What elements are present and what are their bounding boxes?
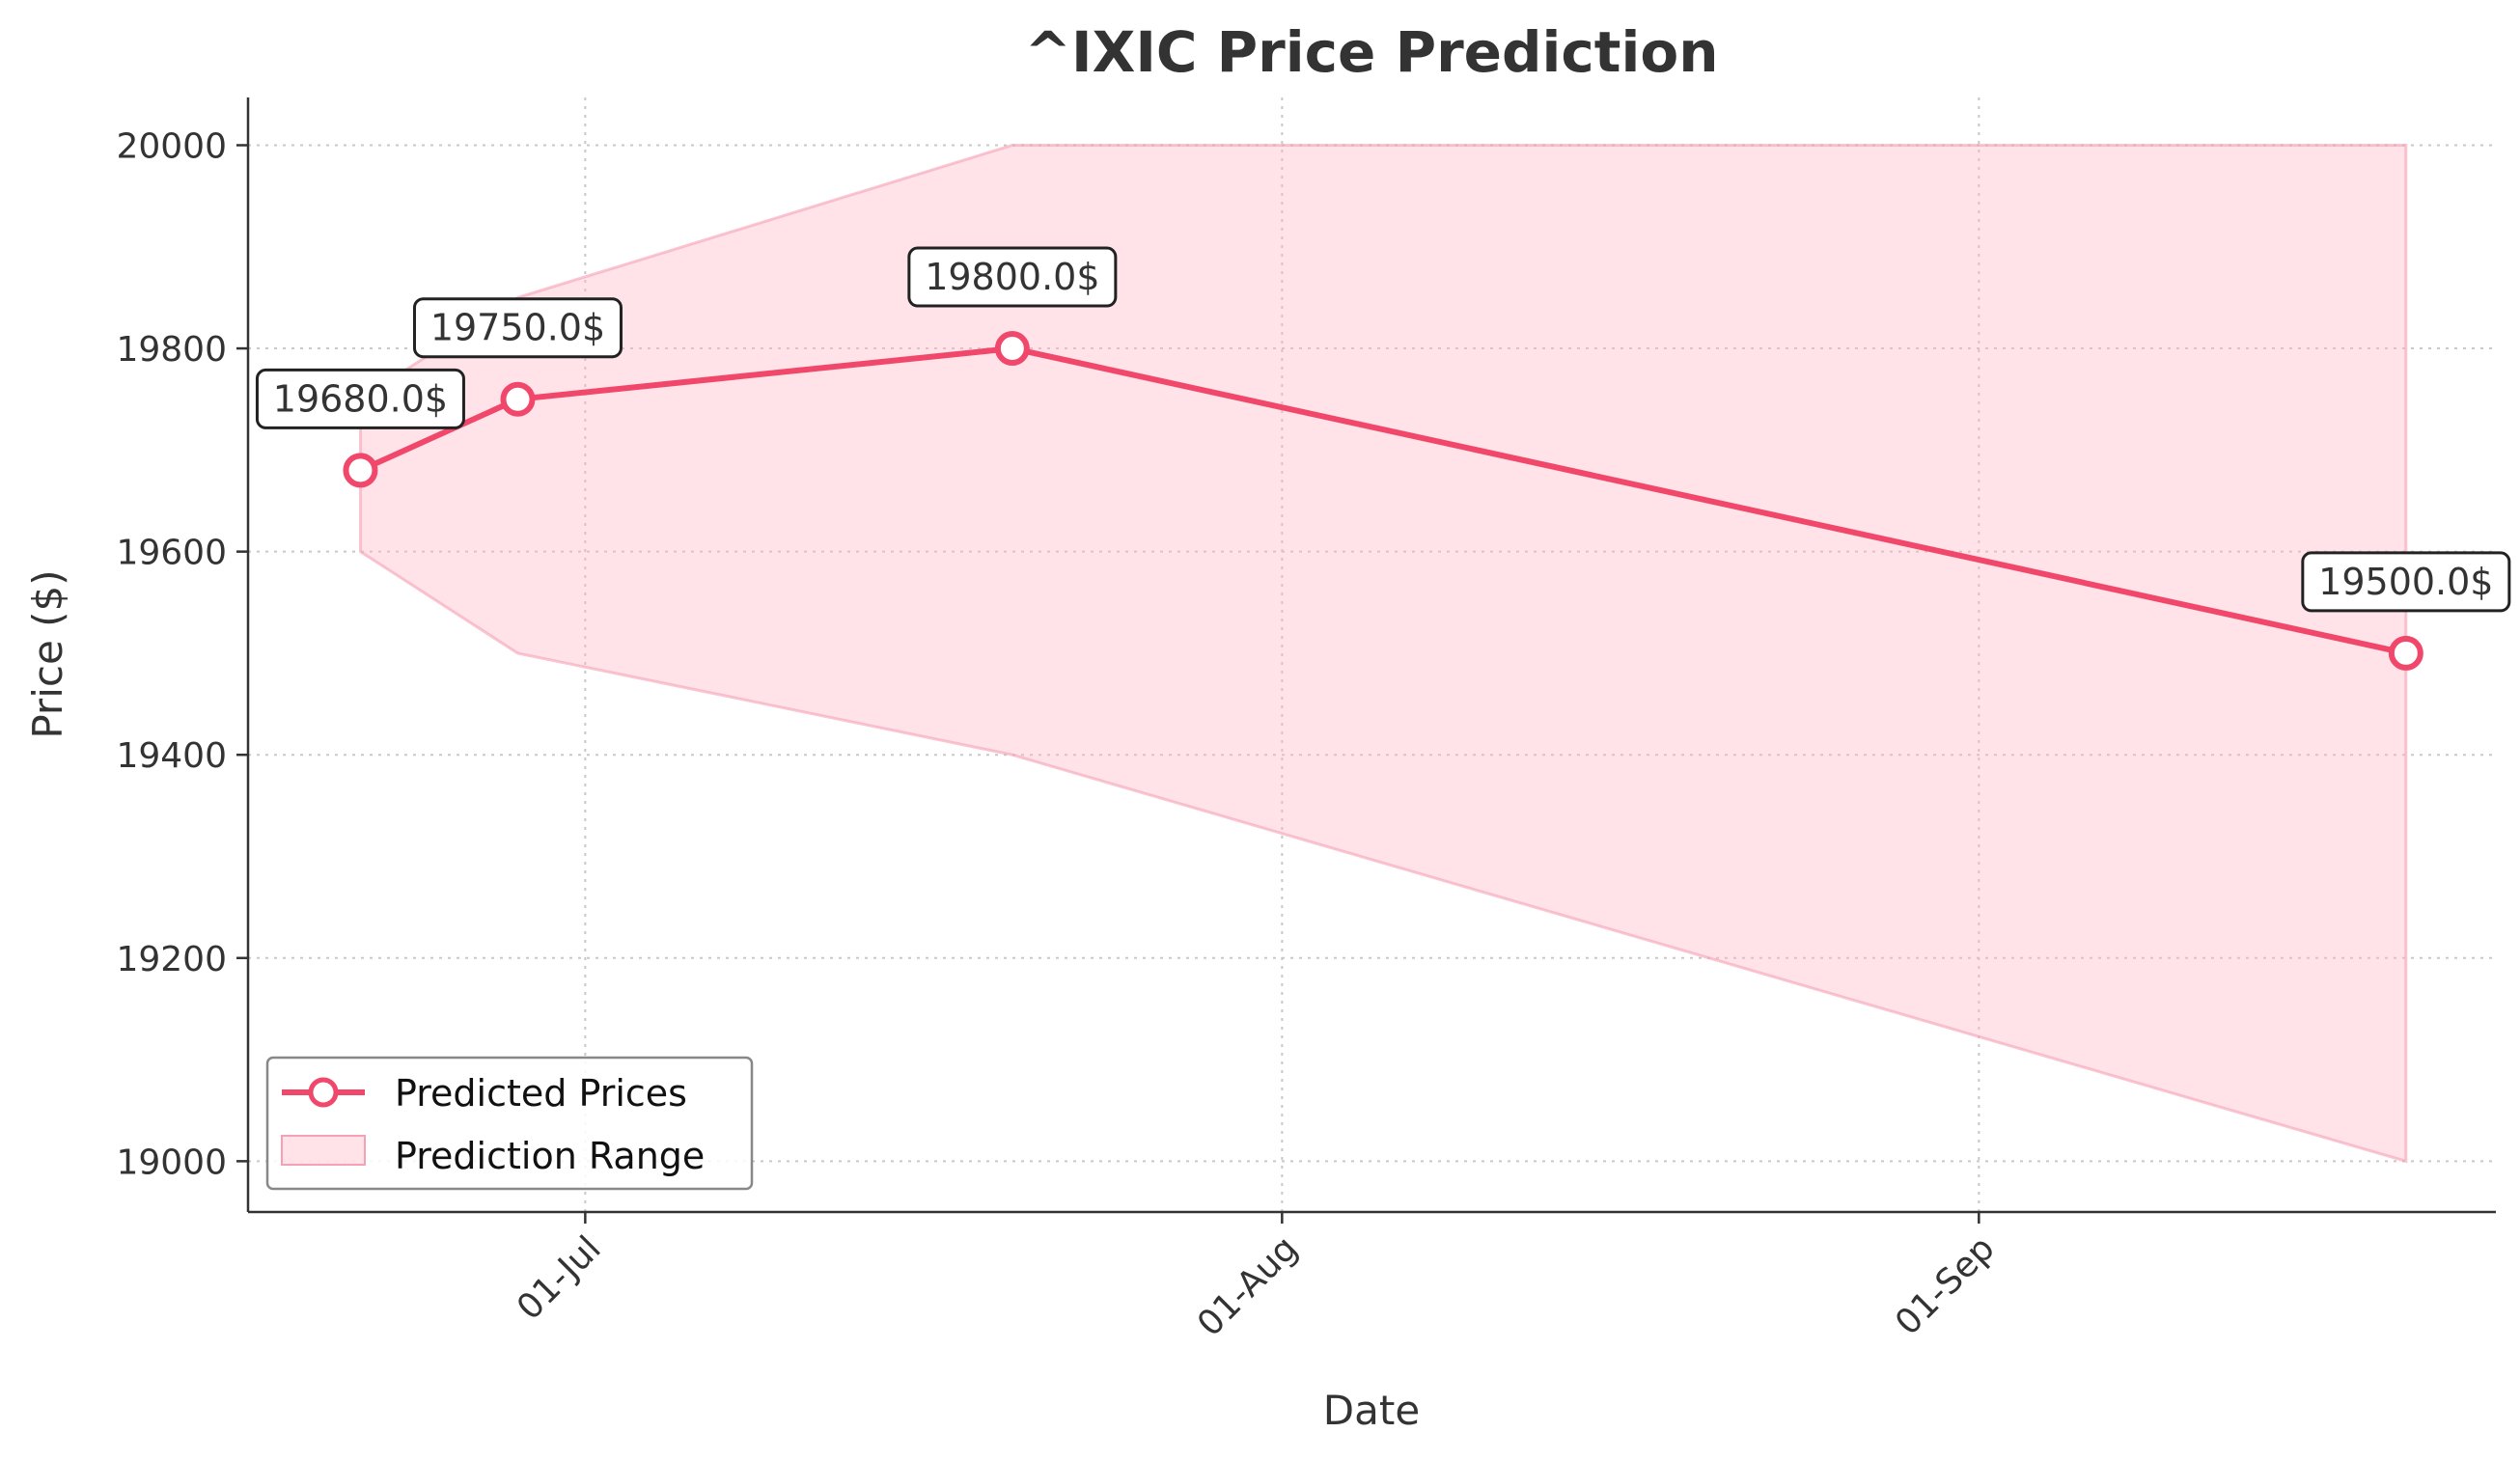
prediction-range-band	[358, 143, 2408, 1164]
y-tick-label: 19600	[116, 534, 227, 573]
legend-band-swatch	[281, 1135, 366, 1166]
data-label-box	[907, 246, 1118, 308]
legend-label-range: Prediction Range	[395, 1135, 705, 1177]
y-tick-label: 20000	[116, 126, 227, 166]
predicted-price-point	[2388, 635, 2423, 671]
y-tick-label: 19400	[116, 736, 227, 776]
y-tick-label: 19200	[116, 940, 227, 979]
data-label: 19680.0$	[273, 377, 448, 420]
predicted-price-line	[359, 345, 2407, 656]
data-label-box	[255, 368, 465, 429]
legend-marker-swatch	[308, 1077, 339, 1108]
data-annotations: 19680.0$ 19750.0$ 19800.0$ 19500.0$	[255, 246, 2511, 613]
legend-label-predicted: Predicted Prices	[395, 1072, 687, 1115]
x-axis-label: Date	[1323, 1387, 1420, 1434]
data-label-box	[412, 297, 623, 359]
y-axis-label: Price ($)	[24, 569, 71, 738]
predicted-price-point	[994, 331, 1030, 367]
chart-title: ^IXIC Price Prediction	[1024, 19, 1718, 85]
data-label-box	[2301, 551, 2511, 613]
data-label: 19750.0$	[430, 307, 605, 349]
y-tick-label: 19000	[116, 1143, 227, 1182]
prediction-range-area	[358, 143, 2408, 1164]
predicted-prices-series	[343, 331, 2423, 671]
axes	[246, 97, 2496, 1214]
data-label: 19500.0$	[2318, 561, 2493, 603]
predicted-price-point	[500, 381, 536, 417]
y-tick-label: 19800	[116, 330, 227, 370]
legend-box	[265, 1056, 754, 1191]
data-label: 19800.0$	[925, 256, 1099, 298]
predicted-price-point	[343, 453, 378, 488]
legend: Predicted Prices Prediction Range	[265, 1056, 754, 1191]
